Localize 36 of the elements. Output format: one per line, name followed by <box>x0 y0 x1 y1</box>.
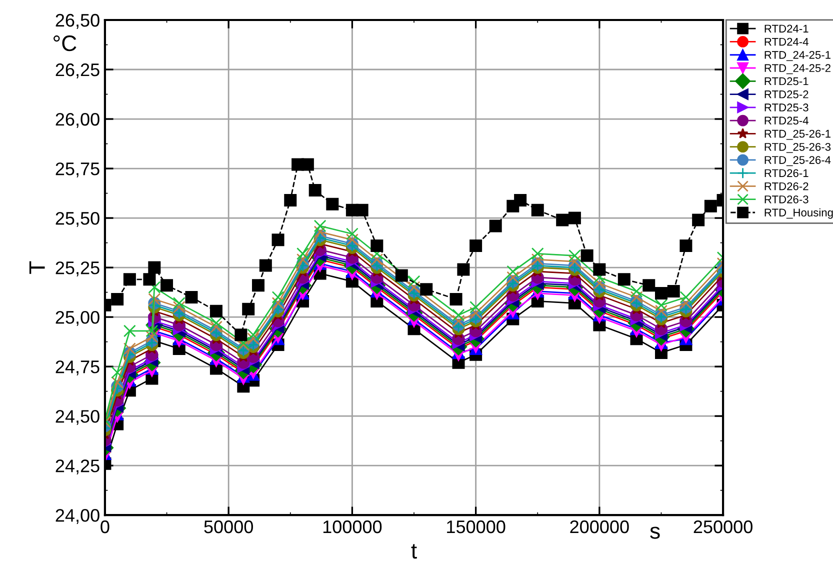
y-tick-label: 24,50 <box>56 410 100 425</box>
legend-label: RTD_Housing <box>764 208 833 219</box>
y-tick-label: 25,25 <box>56 261 100 276</box>
legend-label: RTD25-3 <box>764 104 808 112</box>
legend-label: RTD_25-26-3 <box>764 142 831 153</box>
y-tick-label: 24,25 <box>56 460 100 474</box>
x-tick-label: 50000 <box>204 520 253 534</box>
legend-label: RTD_24-25-2 <box>764 64 830 74</box>
legend-label: RTD24-1 <box>764 24 808 32</box>
x-axis-title: t <box>411 544 417 559</box>
y-tick-label: 24,75 <box>56 360 100 376</box>
legend-label: RTD25-1 <box>764 77 808 86</box>
legend-label: RTD26-2 <box>764 182 808 190</box>
x-tick-label: 150000 <box>447 520 506 534</box>
x-tick-label: 250000 <box>694 520 752 534</box>
legend-label: RTD_24-25-1 <box>764 51 830 61</box>
y-tick-label: 26,25 <box>56 63 100 78</box>
y-tick-label: 26,00 <box>56 112 100 128</box>
x-tick-label: 200000 <box>570 520 629 534</box>
legend-label: RTD26-1 <box>764 169 808 178</box>
text: s <box>650 526 660 539</box>
x-tick-label: 0 <box>100 520 110 534</box>
legend-label: RTD25-4 <box>764 116 808 125</box>
legend-label: RTD24-4 <box>764 38 808 46</box>
y-tick-label: 25,50 <box>56 212 100 227</box>
legend-label: RTD_25-26-4 <box>764 156 831 166</box>
y-tick-label: 25,75 <box>56 162 100 178</box>
y-tick-label: 26,50 <box>56 14 100 29</box>
text: °C <box>54 35 76 52</box>
y-tick-label: 25,00 <box>56 310 100 326</box>
x-tick-label: 100000 <box>323 520 382 534</box>
legend-label: RTD25-2 <box>764 90 808 98</box>
y-axis-title: T <box>29 261 45 274</box>
y-tick-label: 24,00 <box>56 509 100 524</box>
legend-label: RTD_25-26-1 <box>764 130 830 140</box>
legend-label: RTD26-3 <box>764 195 808 204</box>
